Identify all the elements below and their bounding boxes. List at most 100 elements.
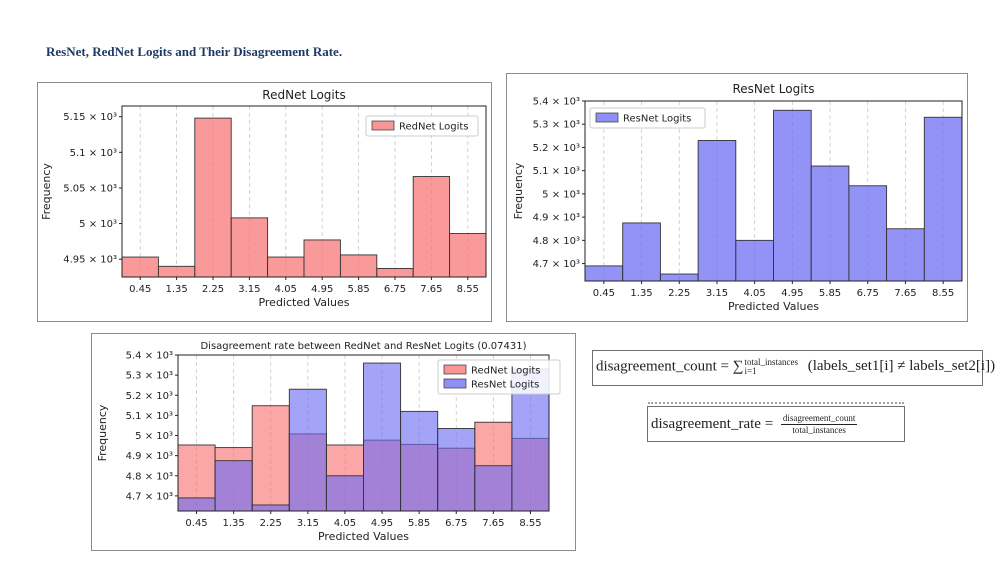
rate-denominator: total_instances xyxy=(792,425,846,435)
y-tick-label: 5.05 × 10³ xyxy=(63,183,117,194)
y-tick-label: 4.7 × 10³ xyxy=(126,491,173,502)
x-tick-label: 0.45 xyxy=(129,284,151,295)
y-tick-label: 5.1 × 10³ xyxy=(126,411,173,422)
x-tick-label: 8.55 xyxy=(519,518,541,529)
resnet-logits-bar xyxy=(325,475,364,512)
resnet-logits-bar xyxy=(177,497,216,512)
y-tick-label: 4.9 × 10³ xyxy=(126,451,173,462)
rate-numerator: disagreement_count xyxy=(780,413,858,425)
resnet-chart-panel: 0.45 1.35 2.25 3.15 4.05 4.95 5.85 6.75 7.65 8.55… xyxy=(506,73,968,322)
x-tick-label: 8.55 xyxy=(932,288,954,299)
legend-label: ResNet Logits xyxy=(623,114,691,125)
overlay-chart-panel: 0.45 1.35 2.25 3.15 4.05 4.95 5.85 6.75 7.65 8.55… xyxy=(91,333,576,551)
legend-swatch xyxy=(595,112,619,123)
y-tick-label: 5 × 10³ xyxy=(79,219,117,230)
x-tick-label: 4.95 xyxy=(371,518,393,529)
resnet-logits-bar xyxy=(923,116,963,282)
x-tick-label: 0.45 xyxy=(185,518,207,529)
y-tick-label: 5 × 10³ xyxy=(135,431,173,442)
page-heading: ResNet, RedNet Logits and Their Disagree… xyxy=(46,44,343,59)
sum-symbol: ∑ xyxy=(732,358,744,375)
rednet-logits-bar xyxy=(267,256,305,278)
resnet-logits-bar xyxy=(251,504,290,512)
resnet-logits-bar xyxy=(622,222,661,282)
x-tick-label: 4.95 xyxy=(311,284,333,295)
x-tick-label: 4.05 xyxy=(334,518,356,529)
disagreement-chart: 0.45 1.35 2.25 3.15 4.05 4.95 5.85 6.75 7.65 8.55… xyxy=(96,341,561,543)
x-tick-label: 5.85 xyxy=(347,284,369,295)
x-axis-label: Predicted Values xyxy=(318,530,409,543)
y-tick-label: 4.8 × 10³ xyxy=(533,236,580,247)
legend-label: RedNet Logits xyxy=(399,122,469,133)
legend-swatch xyxy=(443,364,467,375)
y-tick-label: 5.1 × 10³ xyxy=(533,166,580,177)
rednet-logits-bar xyxy=(194,117,232,278)
x-tick-label: 4.95 xyxy=(781,288,803,299)
y-axis-label: Frequency xyxy=(40,163,53,220)
plot-frame xyxy=(584,100,963,282)
legend-swatch xyxy=(371,120,395,131)
resnet-logits-bar xyxy=(363,362,402,512)
x-tick-label: 2.25 xyxy=(668,288,690,299)
chart-title: RedNet Logits xyxy=(262,88,345,102)
rednet-logits-bar xyxy=(412,176,451,278)
sum-lower-limit: i=1 xyxy=(744,366,757,376)
rednet-logits-bar xyxy=(157,265,196,278)
x-tick-label: 7.65 xyxy=(894,288,916,299)
rate-lhs: disagreement_rate xyxy=(651,416,761,432)
x-tick-label: 2.25 xyxy=(260,518,282,529)
sum-upper-limit: total_instances xyxy=(744,357,798,367)
rednet-logits-bar xyxy=(121,256,159,278)
y-tick-label: 4.9 × 10³ xyxy=(533,213,580,224)
resnet-logits-bar xyxy=(773,109,812,282)
x-axis-label: Predicted Values xyxy=(728,300,819,313)
rednet-logits-bar xyxy=(303,239,341,278)
resnet-logits-bar xyxy=(288,388,327,512)
x-tick-label: 4.05 xyxy=(744,288,766,299)
rednet-logits-bar xyxy=(230,217,269,278)
x-tick-label: 7.65 xyxy=(420,284,442,295)
x-tick-label: 6.75 xyxy=(445,518,467,529)
plot-frame xyxy=(177,354,550,512)
y-axis-label: Frequency xyxy=(96,404,109,461)
resnet-logits-bar xyxy=(697,140,737,282)
resnet-logits-bar xyxy=(848,185,888,282)
resnet-logits-bar xyxy=(886,228,925,282)
x-tick-label: 6.75 xyxy=(384,284,406,295)
legend-swatch xyxy=(443,378,467,389)
rednet-logits-bar xyxy=(339,254,378,278)
resnet-logits-bar xyxy=(810,165,850,282)
x-tick-label: 5.85 xyxy=(408,518,430,529)
y-tick-label: 5.4 × 10³ xyxy=(126,351,173,362)
x-tick-label: 5.85 xyxy=(819,288,841,299)
rednet-logits-bar xyxy=(449,233,487,278)
chart-title: Disagreement rate between RedNet and Res… xyxy=(200,341,526,352)
resnet-logits-bar xyxy=(214,460,253,512)
y-tick-label: 5.4 × 10³ xyxy=(533,97,580,108)
y-tick-label: 5.2 × 10³ xyxy=(126,391,173,402)
cropped-text-fragment xyxy=(648,400,904,406)
rednet-chart-panel: 0.45 1.35 2.25 3.15 4.05 4.95 5.85 6.75 7.65 8.55… xyxy=(37,82,492,322)
plot-frame xyxy=(121,105,487,278)
legend-label: RedNet Logits xyxy=(471,366,541,377)
count-equals: = xyxy=(720,358,730,375)
x-tick-label: 1.35 xyxy=(165,284,187,295)
resnet-logits-bar xyxy=(584,265,624,282)
x-tick-label: 0.45 xyxy=(593,288,615,299)
y-tick-label: 5.1 × 10³ xyxy=(70,148,117,159)
rednet-logits-bar xyxy=(376,267,414,278)
x-tick-label: 7.65 xyxy=(482,518,504,529)
legend-label: ResNet Logits xyxy=(471,380,539,391)
chart-title: ResNet Logits xyxy=(732,82,814,96)
x-tick-label: 3.15 xyxy=(238,284,260,295)
y-tick-label: 4.8 × 10³ xyxy=(126,471,173,482)
resnet-logits-bar xyxy=(735,239,774,282)
x-tick-label: 2.25 xyxy=(202,284,224,295)
x-tick-label: 4.05 xyxy=(275,284,297,295)
rednet-logits-bar xyxy=(251,405,290,512)
y-tick-label: 5.3 × 10³ xyxy=(126,371,173,382)
x-axis-label: Predicted Values xyxy=(258,296,349,309)
x-tick-label: 3.15 xyxy=(706,288,728,299)
y-tick-label: 5.15 × 10³ xyxy=(63,112,117,123)
x-tick-label: 8.55 xyxy=(457,284,479,295)
